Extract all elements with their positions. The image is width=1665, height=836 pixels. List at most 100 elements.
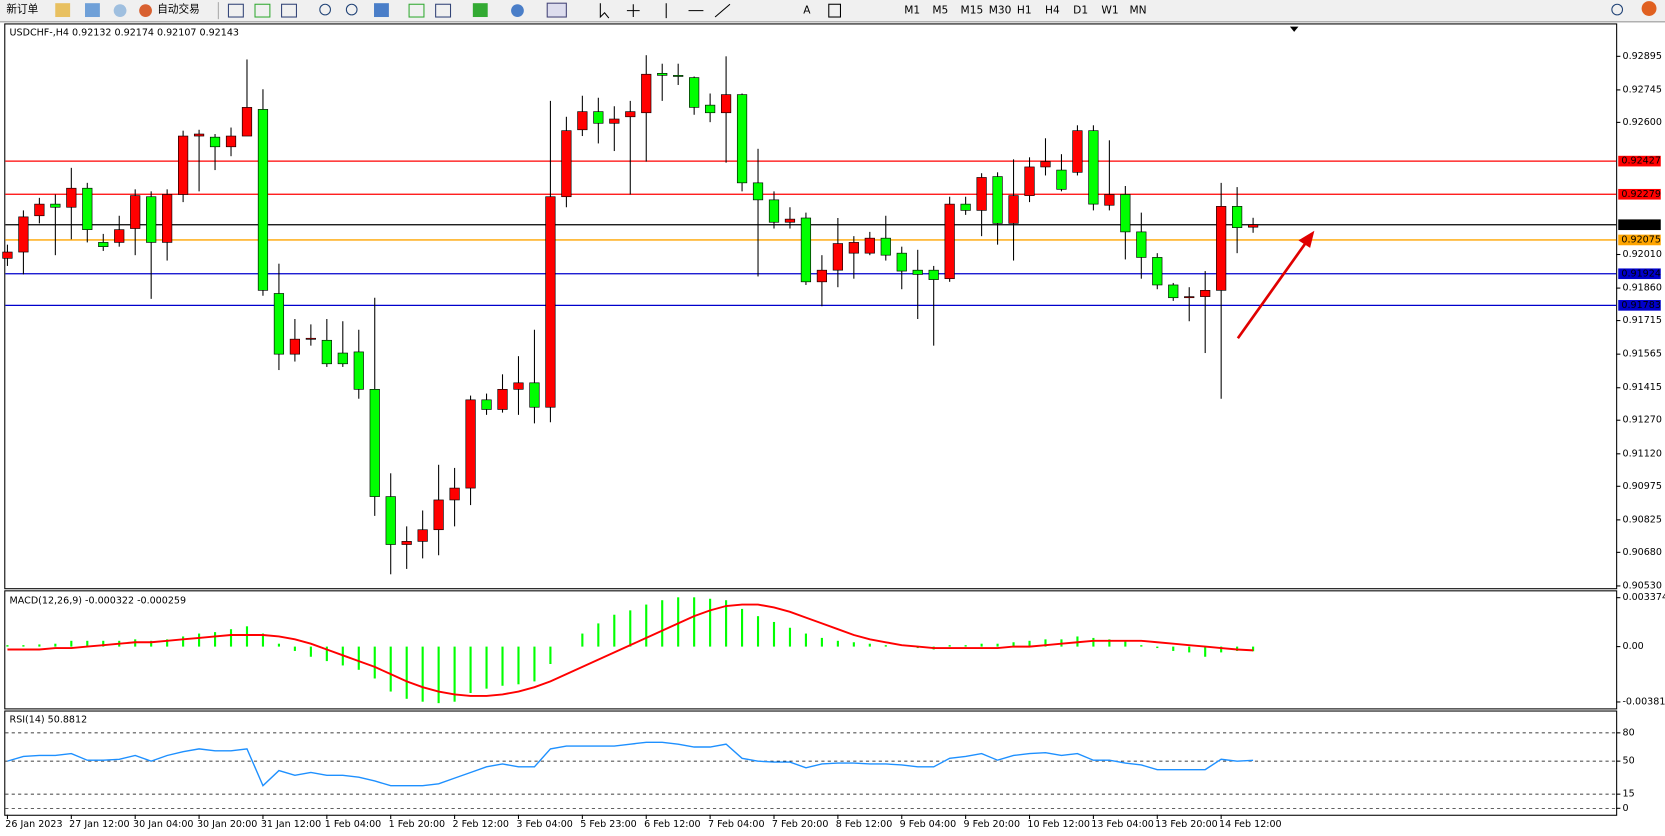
x-tick-label: 3 Feb 04:00 <box>516 819 573 830</box>
candle-body <box>417 529 428 542</box>
y-tick-label: 80 <box>1622 727 1634 738</box>
y-tick-label: 0.90975 <box>1622 481 1661 492</box>
candle-body <box>1024 166 1035 196</box>
candle-body <box>130 195 141 229</box>
icon[interactable] <box>319 3 331 16</box>
candle-body <box>1104 194 1115 206</box>
y-tick-label: 0.91415 <box>1622 382 1661 393</box>
new-order-button[interactable]: 新订单 <box>6 3 38 16</box>
candle-body <box>162 194 173 243</box>
plot: USDCHF-,H4 0.92132 0.92174 0.92107 0.921… <box>2 27 1665 830</box>
icon[interactable] <box>374 3 389 18</box>
timeframe-button[interactable]: H4 <box>1045 4 1060 17</box>
main-panel <box>4 23 1618 590</box>
search-icon[interactable] <box>1611 3 1624 16</box>
timeframe-button[interactable]: M30 <box>989 4 1012 17</box>
toolbar <box>0 0 1665 22</box>
rsi-line <box>7 741 1254 787</box>
icon[interactable] <box>254 3 271 18</box>
icon[interactable] <box>55 3 71 18</box>
level-label-box <box>1618 219 1661 231</box>
candle-body <box>928 269 939 280</box>
y-tick-label: 0.90825 <box>1622 514 1661 525</box>
icon[interactable] <box>85 3 100 18</box>
candle-body <box>673 75 684 77</box>
icon[interactable] <box>408 3 425 18</box>
level-label-box <box>1618 234 1661 246</box>
timeframe-button[interactable]: MN <box>1129 4 1146 17</box>
candle-body <box>784 218 796 223</box>
candle-body <box>545 196 556 408</box>
macd-signal <box>7 603 1254 697</box>
icon[interactable] <box>599 3 610 19</box>
candle-body <box>561 130 572 198</box>
icon[interactable] <box>472 3 488 18</box>
notification-icon[interactable] <box>1641 1 1657 16</box>
level-label-box <box>1618 188 1661 200</box>
candle-body <box>960 203 971 211</box>
level-label-box <box>1618 268 1661 280</box>
candle-body <box>657 73 668 76</box>
x-tick-label: 7 Feb 20:00 <box>772 819 829 830</box>
candle-body <box>385 496 396 545</box>
timeframe-button[interactable]: M15 <box>961 4 984 17</box>
candle-body <box>513 382 524 390</box>
candle-body <box>768 199 780 223</box>
timeframe-button[interactable]: D1 <box>1073 4 1088 17</box>
icon[interactable] <box>281 3 297 18</box>
timeframe-button[interactable]: W1 <box>1101 4 1118 17</box>
timeframe-button[interactable]: H1 <box>1017 4 1032 17</box>
shift-marker <box>1289 26 1299 32</box>
candle-body <box>2 251 13 259</box>
icon[interactable] <box>665 3 731 19</box>
candle-body <box>880 237 891 256</box>
candle-body <box>1136 231 1147 258</box>
candle-body <box>641 73 652 114</box>
y-tick-label: 15 <box>1622 789 1634 800</box>
timeframe-button[interactable]: M1 <box>904 4 920 17</box>
candle-body <box>1088 130 1099 205</box>
x-tick-label: 30 Jan 04:00 <box>133 819 193 830</box>
y-tick-label: 0 <box>1622 803 1628 814</box>
candle-body <box>178 135 189 195</box>
candle-body <box>82 187 93 230</box>
icon[interactable] <box>345 3 358 16</box>
candle-body <box>321 339 332 365</box>
auto-trading-button[interactable]: 自动交易 <box>157 3 199 16</box>
candle-body <box>832 243 843 271</box>
icon[interactable] <box>511 4 524 18</box>
y-tick-label: 0.92010 <box>1622 249 1661 260</box>
candle-body <box>736 94 748 184</box>
candle-body <box>369 388 380 497</box>
candle-body <box>1056 169 1067 190</box>
panel-title: MACD(12,26,9) -0.000322 -0.000259 <box>10 595 186 606</box>
y-tick-label: 50 <box>1622 756 1634 767</box>
candle-body <box>577 111 588 131</box>
timeframe-button[interactable]: M5 <box>932 4 948 17</box>
candle-body <box>449 487 460 501</box>
x-tick-label: 1 Feb 20:00 <box>389 819 446 830</box>
candle-body <box>944 203 955 280</box>
candle-body <box>289 338 300 355</box>
x-tick-label: 27 Jan 12:00 <box>69 819 129 830</box>
candle-body <box>1216 206 1227 291</box>
icon[interactable] <box>546 2 567 18</box>
candle-body <box>609 118 620 124</box>
icon[interactable] <box>435 3 452 18</box>
candle-body <box>1168 284 1179 299</box>
x-tick-label: 30 Jan 20:00 <box>197 819 257 830</box>
y-tick-label: 0.91715 <box>1622 315 1661 326</box>
x-tick-label: 26 Jan 2023 <box>5 819 62 830</box>
candle-body <box>816 269 828 283</box>
level-label-box <box>1618 300 1661 311</box>
icon[interactable]: A <box>803 4 811 17</box>
candle-body <box>50 203 61 208</box>
icon[interactable] <box>227 3 244 18</box>
icon[interactable] <box>828 3 842 18</box>
icon[interactable] <box>113 4 127 18</box>
y-tick-label: 0.003374 <box>1622 592 1665 603</box>
icon[interactable] <box>139 4 152 18</box>
icon[interactable] <box>626 4 640 18</box>
candle-body <box>497 388 508 410</box>
